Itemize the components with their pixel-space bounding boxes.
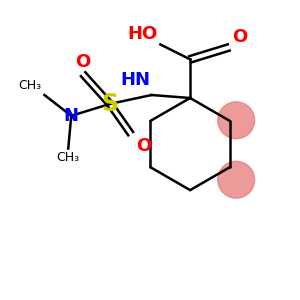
Text: S: S (101, 92, 118, 116)
Text: HO: HO (127, 25, 158, 43)
Text: CH₃: CH₃ (57, 152, 80, 164)
Text: CH₃: CH₃ (18, 79, 41, 92)
Text: O: O (76, 53, 91, 71)
Circle shape (218, 102, 255, 139)
Text: N: N (64, 107, 79, 125)
Text: O: O (136, 136, 152, 154)
Text: O: O (232, 28, 247, 46)
Circle shape (218, 161, 255, 198)
Text: HN: HN (120, 71, 150, 89)
